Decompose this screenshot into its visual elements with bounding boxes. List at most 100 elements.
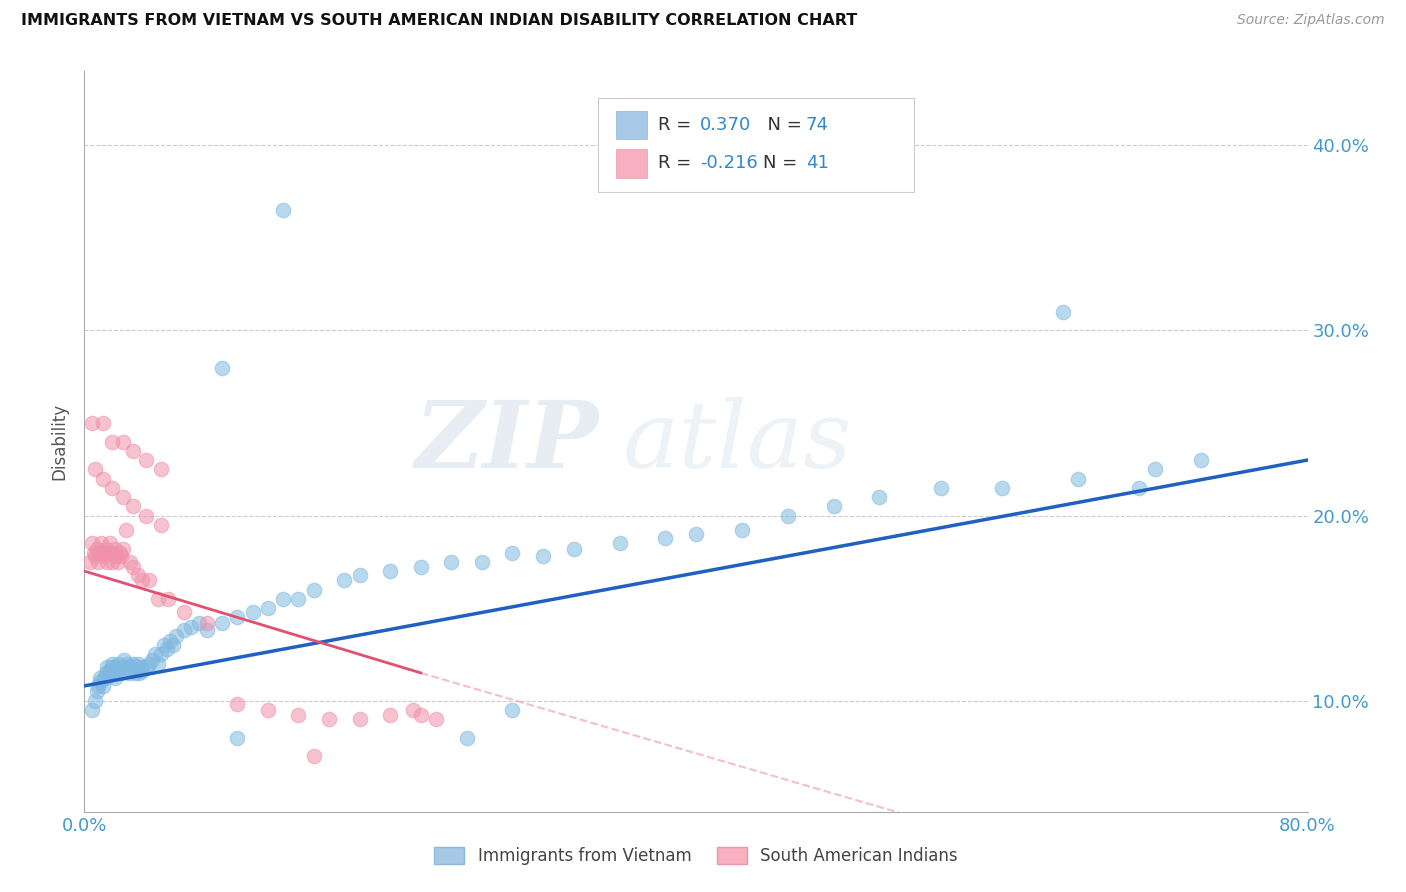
Point — [409, 560, 432, 574]
Point — [105, 660, 128, 674]
Point — [93, 672, 115, 686]
Point — [96, 670, 118, 684]
Point — [1128, 481, 1150, 495]
Point — [159, 634, 181, 648]
Point — [127, 657, 149, 671]
Point — [146, 591, 169, 606]
Point — [122, 443, 145, 458]
Text: ZIP: ZIP — [413, 397, 598, 486]
Point — [87, 555, 110, 569]
Point — [121, 664, 143, 678]
Text: R =: R = — [658, 116, 697, 134]
Point — [226, 610, 249, 624]
Point — [654, 531, 676, 545]
Point — [1052, 305, 1074, 319]
Point — [91, 416, 114, 430]
Point — [125, 660, 148, 674]
Point — [107, 555, 129, 569]
Point — [122, 500, 145, 514]
Point — [91, 471, 114, 485]
Point — [98, 536, 121, 550]
Point — [302, 749, 325, 764]
Point — [91, 679, 114, 693]
Point — [135, 660, 157, 674]
Point — [173, 624, 195, 638]
Text: 74: 74 — [806, 116, 828, 134]
Point — [111, 660, 134, 674]
Text: -0.216: -0.216 — [700, 154, 758, 172]
Point — [114, 660, 136, 674]
Point — [86, 541, 108, 556]
Point — [195, 615, 218, 630]
Point — [122, 657, 145, 671]
Point — [226, 698, 249, 712]
Point — [173, 605, 195, 619]
Text: N =: N = — [763, 154, 803, 172]
Point — [129, 660, 152, 674]
Point — [115, 657, 138, 671]
Point — [110, 549, 132, 564]
Point — [287, 708, 309, 723]
Point — [111, 490, 134, 504]
Point — [333, 574, 356, 588]
Point — [195, 624, 218, 638]
Point — [141, 653, 163, 667]
Point — [128, 665, 150, 680]
Point — [127, 567, 149, 582]
Point — [162, 638, 184, 652]
Point — [143, 648, 166, 662]
Point — [101, 481, 124, 495]
Point — [349, 712, 371, 726]
Point — [118, 665, 141, 680]
Point — [103, 546, 125, 560]
Point — [502, 703, 524, 717]
Point — [188, 615, 211, 630]
Text: 0.370: 0.370 — [700, 116, 751, 134]
Point — [108, 662, 131, 676]
Point — [120, 660, 142, 674]
Point — [80, 416, 103, 430]
Point — [318, 712, 340, 726]
Legend: Immigrants from Vietnam, South American Indians: Immigrants from Vietnam, South American … — [426, 838, 966, 874]
Text: IMMIGRANTS FROM VIETNAM VS SOUTH AMERICAN INDIAN DISABILITY CORRELATION CHART: IMMIGRANTS FROM VIETNAM VS SOUTH AMERICA… — [21, 13, 858, 29]
Point — [242, 605, 264, 619]
Point — [425, 712, 447, 726]
Point — [91, 546, 114, 560]
Point — [991, 481, 1014, 495]
Point — [823, 500, 845, 514]
Point — [98, 665, 121, 680]
Point — [89, 672, 111, 686]
Point — [107, 657, 129, 671]
Point — [149, 648, 172, 662]
Point — [101, 434, 124, 449]
Point — [380, 564, 402, 578]
Point — [402, 703, 425, 717]
Point — [502, 546, 524, 560]
Point — [104, 672, 127, 686]
Text: atlas: atlas — [623, 397, 852, 486]
Point — [685, 527, 707, 541]
Point — [153, 638, 176, 652]
Point — [257, 601, 280, 615]
Point — [929, 481, 952, 495]
Point — [349, 567, 371, 582]
Point — [731, 524, 754, 538]
Point — [103, 665, 125, 680]
Point — [97, 546, 120, 560]
Point — [1143, 462, 1166, 476]
Point — [149, 462, 172, 476]
Point — [138, 657, 160, 671]
Point — [156, 641, 179, 656]
Text: N =: N = — [756, 116, 808, 134]
Point — [93, 549, 115, 564]
Point — [114, 524, 136, 538]
Point — [122, 560, 145, 574]
Point — [112, 653, 135, 667]
Point — [104, 541, 127, 556]
Point — [211, 615, 233, 630]
Point — [111, 434, 134, 449]
Point — [96, 555, 118, 569]
Point — [271, 203, 294, 218]
Point — [84, 462, 107, 476]
Point — [86, 684, 108, 698]
